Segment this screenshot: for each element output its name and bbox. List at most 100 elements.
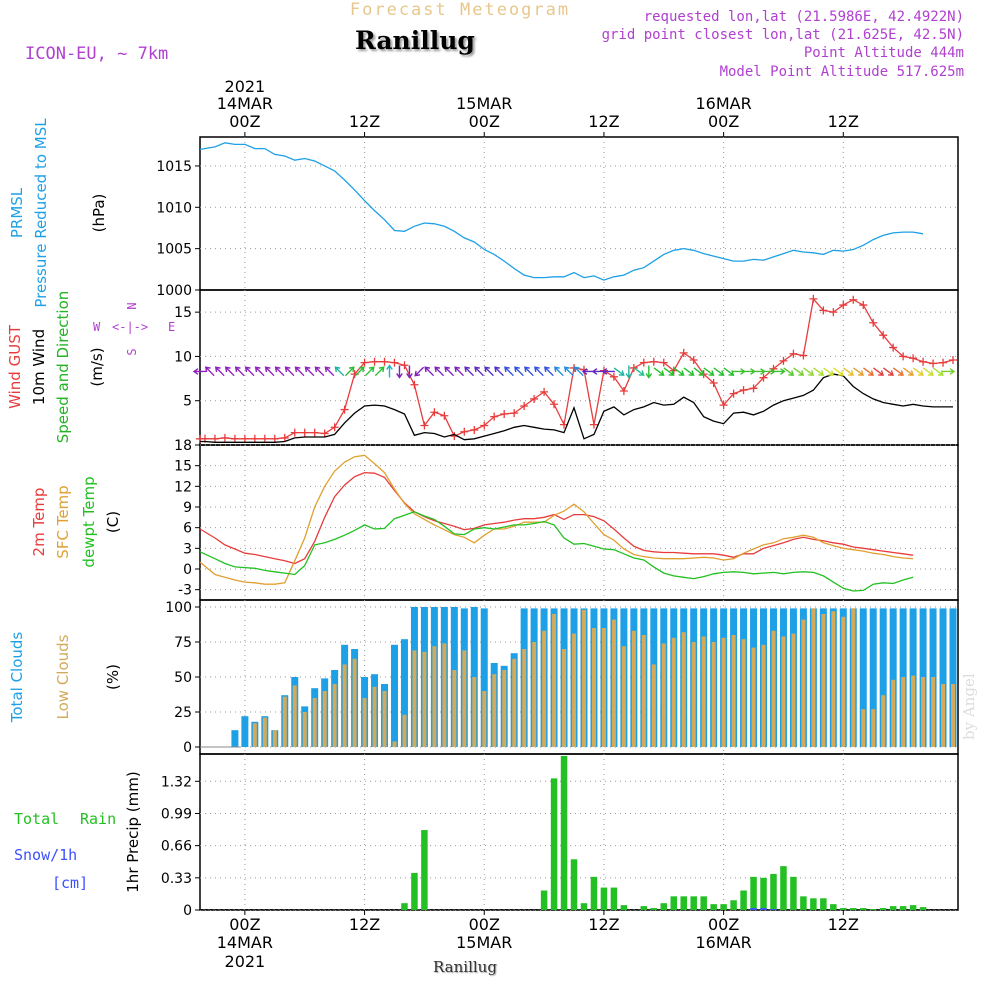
- rain-bar: [760, 877, 767, 910]
- wind-arrow: [204, 366, 215, 377]
- rain-bar: [919, 907, 927, 910]
- gust-marker: [759, 373, 768, 382]
- wind-arrow: [374, 366, 385, 377]
- pressure-label-2: (hPa): [90, 194, 108, 233]
- rain-bar: [830, 904, 837, 910]
- wind-arrow: [902, 367, 914, 376]
- wind-arrow: [484, 366, 494, 377]
- gust-marker: [919, 357, 928, 366]
- wind-arrow: [882, 367, 894, 376]
- total-cloud-bar: [241, 716, 249, 747]
- low-cloud-bar: [791, 633, 796, 747]
- compass-arrows: <-|->: [112, 320, 148, 334]
- rain-bar: [840, 908, 847, 910]
- temperature-ytick-label: 15: [174, 459, 192, 475]
- wind-arrow: [396, 365, 403, 379]
- wind-arrow: [645, 365, 653, 379]
- total-cloud-bar: [231, 730, 239, 747]
- snow-bar: [770, 909, 777, 910]
- low-cloud-bar: [422, 651, 427, 747]
- wind-arrow: [573, 366, 584, 377]
- panel-pressure: 1000 1005 1010 1015 PRMSL Pressure Reduced to…: [8, 118, 959, 308]
- wind-arrow: [354, 366, 365, 377]
- low-cloud-bar: [372, 686, 377, 747]
- gust-marker: [220, 433, 229, 442]
- low-cloud-bar: [272, 730, 277, 747]
- gust-marker: [410, 380, 419, 389]
- rain-bar: [730, 900, 737, 910]
- clouds-ytick-label: 0: [183, 740, 192, 756]
- label-rain: Rain: [80, 810, 116, 828]
- total-cloud-bar: [480, 608, 488, 747]
- total-cloud-bar: [939, 608, 947, 747]
- low-cloud-bar: [771, 630, 776, 747]
- low-cloud-bar: [861, 709, 866, 747]
- precip-ytick-label: 0.33: [161, 871, 192, 887]
- gust-marker: [739, 386, 748, 395]
- wind-arrow: [414, 366, 425, 377]
- wind-label-0: Wind GUST: [6, 324, 24, 409]
- wind-arrow: [454, 366, 465, 377]
- label-snow: Snow/1h: [14, 846, 77, 864]
- wind-arrow: [843, 367, 855, 376]
- wind-arrow: [872, 367, 884, 376]
- rain-bar: [690, 896, 697, 910]
- rain-bar: [750, 876, 757, 910]
- wind-arrow: [613, 367, 625, 376]
- total-cloud-bar: [390, 644, 398, 747]
- low-cloud-bar: [452, 670, 457, 747]
- wind-arrow: [544, 366, 554, 377]
- gust-marker: [310, 428, 319, 437]
- time-tick-label: 00Z: [229, 112, 260, 131]
- wind-arrow: [254, 366, 265, 377]
- gust-marker: [240, 434, 249, 443]
- time-tick-label: 12Z: [349, 915, 380, 934]
- date-label: 16MAR: [696, 94, 752, 113]
- wind-arrow: [504, 366, 514, 377]
- precip-ytick-label: 1.32: [161, 774, 192, 790]
- temperature-ytick-label: 9: [183, 500, 192, 516]
- low-cloud-bar: [881, 695, 886, 747]
- wind-ytick-label: 5: [183, 394, 192, 410]
- wind-arrow: [853, 367, 865, 376]
- wind-label-1: 10m Wind: [30, 329, 48, 405]
- wind-ytick-label: 10: [174, 349, 192, 365]
- wind-arrow: [514, 366, 524, 377]
- low-cloud-bar: [721, 637, 726, 747]
- rain-bar: [640, 906, 648, 910]
- low-cloud-bar: [462, 650, 467, 747]
- date-label: 14MAR: [217, 94, 273, 113]
- gust-marker: [320, 429, 329, 438]
- gust-marker: [659, 358, 668, 367]
- model-point-altitude: Model Point Altitude 517.625m: [719, 64, 964, 80]
- compass-w: W: [93, 320, 101, 334]
- temperature-series-2m-temp: [199, 471, 914, 565]
- low-cloud-bar: [342, 664, 347, 747]
- low-cloud-bar: [891, 679, 896, 747]
- gust-marker: [540, 387, 549, 396]
- panel-wind: 5 10 15 Wind GUST 10m Wind Speed and Directio…: [6, 289, 959, 446]
- pressure-frame: [199, 136, 959, 291]
- rain-bar: [780, 866, 787, 910]
- time-tick-label: 12Z: [828, 915, 859, 934]
- wind-arrow: [334, 366, 345, 377]
- low-cloud-bar: [811, 608, 816, 747]
- date-label: 15MAR: [456, 933, 512, 952]
- rain-bar: [720, 904, 727, 910]
- rain-bar: [710, 904, 717, 910]
- wind-arrow: [294, 366, 305, 377]
- label-snow-unit: [cm]: [52, 874, 88, 892]
- low-cloud-bar: [482, 691, 487, 747]
- rain-bar: [660, 903, 668, 910]
- wind-arrow: [444, 366, 455, 377]
- pressure-ytick-label: 1005: [156, 242, 192, 258]
- time-tick-label: 12Z: [588, 112, 619, 131]
- low-cloud-bar: [591, 628, 596, 747]
- rain-bar: [650, 908, 658, 910]
- grid-point-coords: grid point closest lon,lat (21.625E, 42.…: [601, 27, 964, 43]
- temperature-ytick-label: 12: [174, 479, 192, 495]
- total-cloud-bar: [879, 608, 887, 747]
- wind-arrow: [324, 366, 335, 377]
